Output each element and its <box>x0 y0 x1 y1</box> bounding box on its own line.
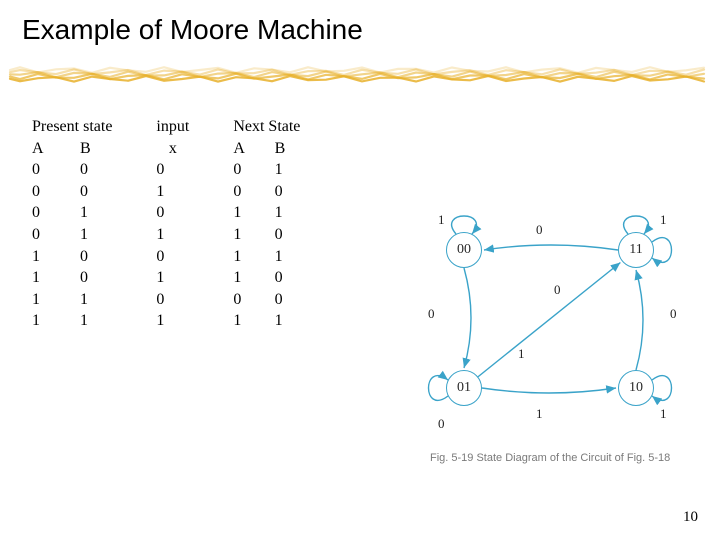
cell-x: 1 <box>156 181 203 203</box>
cell-pB: 0 <box>80 246 126 268</box>
cell-pA: 0 <box>32 224 80 246</box>
edge-label: 0 <box>536 222 543 238</box>
table-row: 10011 <box>32 246 314 268</box>
cell-nB: 0 <box>275 224 315 246</box>
edge-label: 0 <box>438 416 445 432</box>
table-header-row-1: Present state input Next State <box>32 116 314 138</box>
cell-nB: 1 <box>275 310 315 332</box>
cell-pB: 0 <box>80 267 126 289</box>
cell-nB: 0 <box>275 289 315 311</box>
edge-label: 0 <box>428 306 435 322</box>
cell-x: 1 <box>156 224 203 246</box>
state-node-00: 00 <box>446 232 482 268</box>
cell-x: 0 <box>156 202 203 224</box>
edge-label: 1 <box>660 406 667 422</box>
cell-pA: 1 <box>32 289 80 311</box>
cell-nB: 0 <box>275 267 315 289</box>
edge-label: 1 <box>536 406 543 422</box>
table-row: 11000 <box>32 289 314 311</box>
cell-x: 0 <box>156 289 203 311</box>
header-next-b: B <box>275 138 315 160</box>
edge-label: 0 <box>554 282 561 298</box>
cell-pB: 0 <box>80 181 126 203</box>
cell-nA: 1 <box>233 310 274 332</box>
cell-nA: 1 <box>233 267 274 289</box>
state-node-01: 01 <box>446 370 482 406</box>
state-table: Present state input Next State A B x A B… <box>32 116 314 332</box>
cell-nA: 1 <box>233 202 274 224</box>
table-row: 00001 <box>32 159 314 181</box>
cell-nB: 1 <box>275 246 315 268</box>
table-row: 00100 <box>32 181 314 203</box>
page-number: 10 <box>683 509 698 526</box>
cell-nB: 1 <box>275 202 315 224</box>
cell-pB: 1 <box>80 224 126 246</box>
cell-pA: 1 <box>32 246 80 268</box>
cell-pA: 1 <box>32 310 80 332</box>
title-underline-squiggle <box>0 60 720 96</box>
cell-nA: 0 <box>233 159 274 181</box>
table-row: 10110 <box>32 267 314 289</box>
header-next-a: A <box>233 138 274 160</box>
state-node-10: 10 <box>618 370 654 406</box>
edge-label: 0 <box>670 306 677 322</box>
cell-pB: 0 <box>80 159 126 181</box>
cell-pA: 0 <box>32 181 80 203</box>
table-header-row-2: A B x A B <box>32 138 314 160</box>
cell-nA: 0 <box>233 289 274 311</box>
cell-pB: 1 <box>80 289 126 311</box>
header-pres-a: A <box>32 138 80 160</box>
cell-x: 1 <box>156 267 203 289</box>
header-present: Present state <box>32 116 126 138</box>
header-next: Next State <box>233 116 314 138</box>
cell-x: 0 <box>156 159 203 181</box>
header-input-x: x <box>156 138 203 160</box>
slide-title: Example of Moore Machine <box>0 0 720 50</box>
figure-caption: Fig. 5-19 State Diagram of the Circuit o… <box>430 452 670 464</box>
table-row: 11111 <box>32 310 314 332</box>
header-input: input <box>156 116 203 138</box>
cell-pB: 1 <box>80 310 126 332</box>
cell-pA: 0 <box>32 202 80 224</box>
cell-nA: 1 <box>233 224 274 246</box>
cell-nB: 1 <box>275 159 315 181</box>
cell-nA: 1 <box>233 246 274 268</box>
table-row: 01011 <box>32 202 314 224</box>
cell-x: 1 <box>156 310 203 332</box>
cell-nB: 0 <box>275 181 315 203</box>
state-diagram: 001101101010001110 <box>408 210 698 440</box>
edge-label: 1 <box>660 212 667 228</box>
cell-pA: 1 <box>32 267 80 289</box>
edge-label: 1 <box>518 346 525 362</box>
state-node-11: 11 <box>618 232 654 268</box>
edge-label: 1 <box>438 212 445 228</box>
cell-x: 0 <box>156 246 203 268</box>
table-row: 01110 <box>32 224 314 246</box>
cell-pA: 0 <box>32 159 80 181</box>
cell-nA: 0 <box>233 181 274 203</box>
header-pres-b: B <box>80 138 126 160</box>
cell-pB: 1 <box>80 202 126 224</box>
